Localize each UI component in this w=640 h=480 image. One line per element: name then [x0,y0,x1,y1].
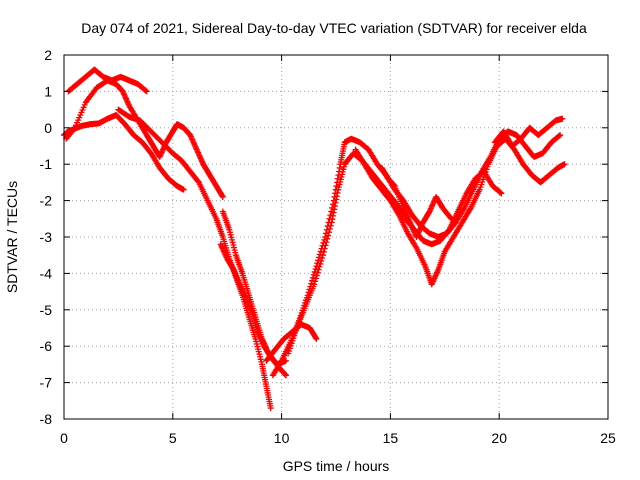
y-tick-label: -1 [40,156,53,172]
grid-lines [64,55,608,419]
y-tick-label: 1 [44,83,52,99]
y-tick-label: 0 [44,120,52,136]
data-points [61,67,567,412]
y-tick-label: -8 [40,411,53,427]
x-tick-label: 10 [274,430,290,446]
y-axis-label: SDTVAR / TECUs [4,181,20,293]
y-tick-label: -6 [40,338,53,354]
x-tick-label: 5 [169,430,177,446]
x-axis-label: GPS time / hours [283,458,390,474]
tick-labels: 0 5 10 15 20 25 -8 -7 -6 -5 -4 -3 -2 -1 0 1 2 [40,47,616,446]
series-track-a [61,112,187,193]
y-tick-label: -5 [40,302,53,318]
x-tick-label: 25 [600,430,616,446]
x-tick-label: 15 [383,430,399,446]
x-tick-label: 0 [60,430,68,446]
sdtvar-chart: Day 074 of 2021, Sidereal Day-to-day VTE… [0,0,640,480]
series-track-b [63,77,226,199]
series-track-i [285,150,504,356]
y-tick-label: 2 [44,47,52,63]
chart-title: Day 074 of 2021, Sidereal Day-to-day VTE… [81,20,587,36]
x-tick-label: 20 [491,430,507,446]
y-tick-label: -2 [40,193,53,209]
y-tick-label: -3 [40,229,53,245]
y-tick-label: -4 [40,265,53,281]
series-track-c [65,67,149,95]
series-track-d [115,107,273,411]
y-tick-label: -7 [40,375,53,391]
